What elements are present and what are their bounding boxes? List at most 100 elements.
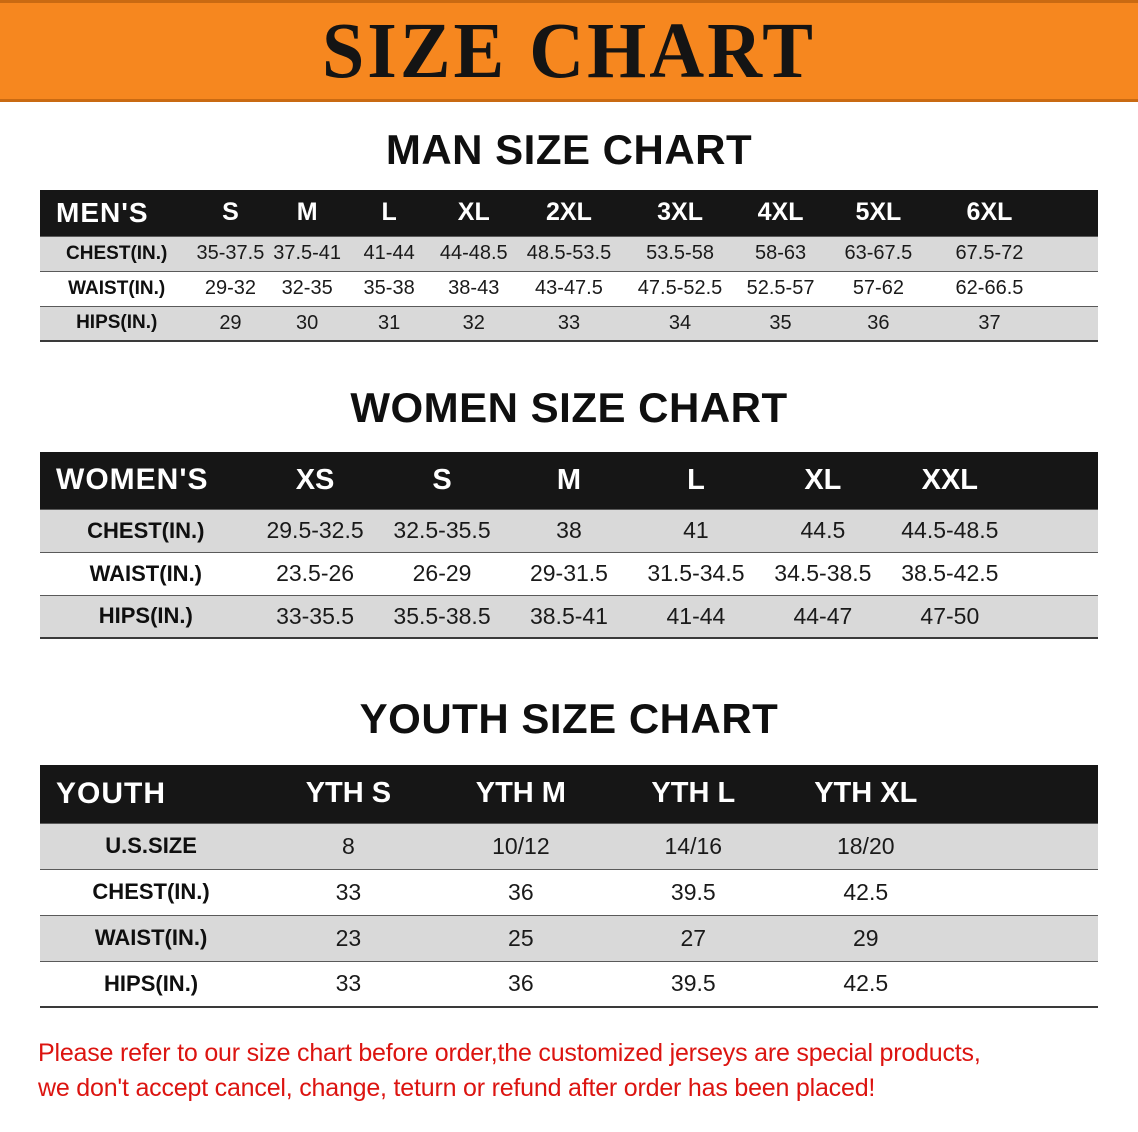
value-cell: 33 — [335, 878, 362, 905]
spacer-cell — [1013, 452, 1098, 509]
value-cell: 33-35.5 — [276, 602, 355, 629]
table-row: WAIST(IN.) 23 25 27 29 — [40, 915, 1098, 961]
spacer-cell — [952, 961, 1098, 1007]
size-column-header: 3XL — [657, 198, 703, 227]
value-cell: 39.5 — [670, 970, 716, 997]
row-label-cell: CHEST(IN.) — [66, 242, 168, 264]
value-cell: 34 — [668, 311, 692, 334]
value-cell: 35-37.5 — [196, 242, 265, 264]
size-column-header: 2XL — [546, 198, 592, 227]
value-cell: 37 — [978, 311, 1001, 334]
value-cell: 48.5-53.5 — [526, 242, 612, 264]
size-column-header: XL — [457, 198, 490, 227]
value-cell: 36 — [867, 311, 890, 334]
value-cell: 57-62 — [852, 277, 904, 299]
value-cell: 35-38 — [363, 277, 415, 299]
value-cell: 32-35 — [281, 277, 333, 299]
value-cell: 23.5-26 — [276, 560, 355, 586]
row-label-cell: HIPS(IN.) — [104, 970, 199, 996]
table-row: HIPS(IN.) 33 36 39.5 42.5 — [40, 961, 1098, 1007]
size-column-header: M — [296, 198, 318, 227]
value-cell: 29 — [219, 311, 242, 334]
value-cell: 47.5-52.5 — [637, 277, 723, 299]
disclaimer: Please refer to our size chart before or… — [38, 1036, 1100, 1105]
value-cell: 62-66.5 — [955, 277, 1024, 299]
size-column-header: XXL — [921, 463, 979, 496]
spacer-cell — [1013, 552, 1098, 595]
value-cell: 41-44 — [363, 242, 415, 264]
table-row: WAIST(IN.) 23.5-26 26-29 29-31.5 31.5-34.5 34… — [40, 552, 1098, 595]
size-chart-banner: SIZE CHART — [0, 0, 1138, 102]
value-cell: 44-48.5 — [439, 242, 508, 264]
row-label-cell: WAIST(IN.) — [68, 277, 166, 299]
size-column-header: S — [222, 198, 239, 227]
spacer-cell — [952, 765, 1098, 823]
value-cell: 38.5-41 — [529, 602, 608, 629]
table-row: WAIST(IN.) 29-32 32-35 35-38 38-43 43-47.5 47.… — [40, 271, 1098, 306]
value-cell: 25 — [508, 924, 534, 951]
table-row: HIPS(IN.) 29 30 31 32 33 34 35 36 37 — [40, 306, 1098, 341]
value-cell: 41-44 — [666, 602, 726, 629]
women-section: WOMEN SIZE CHART WOMEN'S XS S M L XL XXL CHEST(… — [0, 384, 1138, 639]
women-size-table: WOMEN'S XS S M L XL XXL CHEST(IN.) 29.5-32.5 32.5… — [40, 452, 1098, 639]
value-cell: 29.5-32.5 — [266, 517, 364, 543]
row-label-cell: HIPS(IN.) — [98, 603, 193, 629]
spacer-cell — [1045, 271, 1098, 306]
size-column-header: 4XL — [757, 198, 804, 227]
table-row: HIPS(IN.) 33-35.5 35.5-38.5 38.5-41 41-44 44-… — [40, 595, 1098, 638]
value-cell: 27 — [680, 924, 707, 951]
row-label-cell: CHEST(IN.) — [92, 879, 210, 904]
value-cell: 32 — [462, 311, 485, 334]
table-title-cell: MEN'S — [56, 196, 149, 228]
size-column-header: S — [432, 463, 452, 496]
value-cell: 33 — [557, 311, 581, 334]
youth-size-table: YOUTH YTH S YTH M YTH L YTH XL U.S.SIZE 8 10/12… — [40, 765, 1098, 1008]
disclaimer-line-2: we don't accept cancel, change, teturn o… — [38, 1073, 876, 1102]
value-cell: 32.5-35.5 — [393, 517, 491, 543]
value-cell: 29 — [852, 924, 879, 951]
value-cell: 14/16 — [664, 832, 723, 859]
spacer-cell — [1013, 595, 1098, 638]
size-column-header: YTH M — [475, 777, 566, 810]
row-label-cell: U.S.SIZE — [105, 833, 197, 858]
value-cell: 41 — [683, 517, 709, 543]
row-label-cell: WAIST(IN.) — [94, 925, 208, 950]
value-cell: 63-67.5 — [844, 242, 913, 264]
value-cell: 44.5 — [800, 517, 846, 543]
table-header-row: YOUTH YTH S YTH M YTH L YTH XL — [40, 765, 1098, 823]
size-column-header: L — [381, 198, 397, 227]
value-cell: 47-50 — [920, 602, 980, 629]
size-column-header: YTH S — [305, 777, 392, 810]
value-cell: 38 — [556, 517, 582, 543]
value-cell: 52.5-57 — [746, 277, 815, 299]
value-cell: 43-47.5 — [535, 277, 603, 299]
size-column-header: YTH L — [651, 777, 736, 810]
value-cell: 30 — [296, 311, 319, 334]
value-cell: 42.5 — [843, 970, 889, 997]
spacer-cell — [1045, 190, 1098, 236]
value-cell: 31 — [378, 311, 401, 334]
size-column-header: YTH XL — [814, 777, 918, 810]
size-column-header: M — [556, 463, 582, 496]
value-cell: 33 — [335, 970, 362, 997]
value-cell: 23 — [335, 924, 362, 951]
value-cell: 26-29 — [412, 560, 472, 586]
value-cell: 31.5-34.5 — [647, 560, 745, 586]
men-section-heading: MAN SIZE CHART — [385, 126, 753, 173]
spacer-cell — [1045, 236, 1098, 271]
men-section: MAN SIZE CHART MEN'S S M L XL 2XL 3XL 4XL 5XL 6XL… — [0, 126, 1138, 342]
disclaimer-line-1: Please refer to our size chart before or… — [38, 1039, 981, 1067]
value-cell: 44-47 — [793, 602, 853, 629]
size-column-header: XL — [804, 463, 842, 496]
row-label-cell: WAIST(IN.) — [89, 560, 203, 586]
table-header-row: MEN'S S M L XL 2XL 3XL 4XL 5XL 6XL — [40, 190, 1098, 236]
table-title-cell: WOMEN'S — [56, 463, 209, 497]
size-column-header: L — [687, 463, 705, 496]
banner-title: SIZE CHART — [321, 6, 816, 95]
value-cell: 29-32 — [204, 277, 257, 299]
value-cell: 35.5-38.5 — [393, 602, 491, 629]
value-cell: 38.5-42.5 — [901, 560, 999, 586]
table-row: CHEST(IN.) 33 36 39.5 42.5 — [40, 869, 1098, 915]
table-title-cell: YOUTH — [56, 776, 166, 810]
